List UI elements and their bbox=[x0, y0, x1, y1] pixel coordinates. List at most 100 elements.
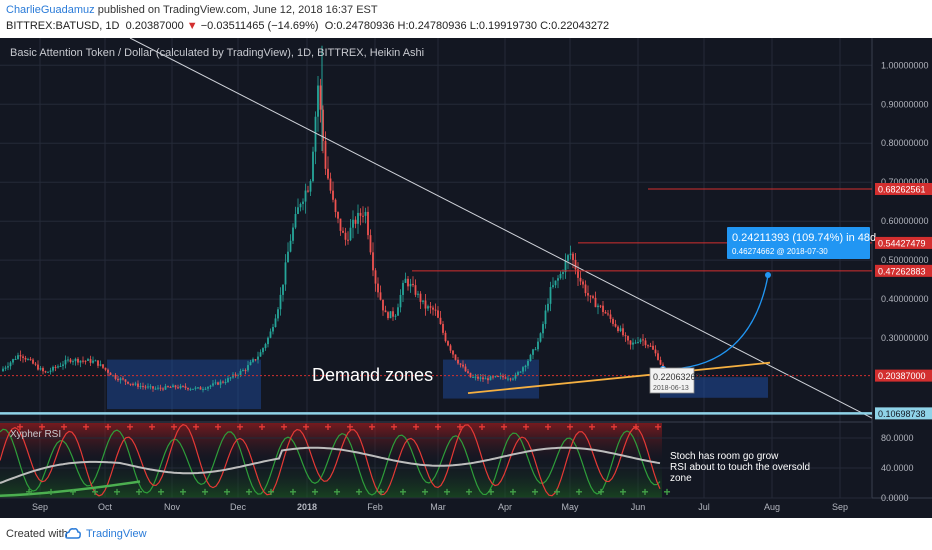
candle-body bbox=[574, 259, 577, 270]
candle-body bbox=[352, 219, 354, 228]
candle-body bbox=[114, 375, 117, 379]
candle-body bbox=[162, 388, 164, 390]
candle-body bbox=[369, 235, 372, 253]
publish-header: CharlieGuadamuz published on TradingView… bbox=[0, 0, 932, 38]
candle-body bbox=[389, 311, 392, 319]
candle-body bbox=[147, 386, 149, 388]
candle-body bbox=[494, 376, 497, 378]
tradingview-brand-link[interactable]: TradingView bbox=[86, 528, 147, 540]
candle-body bbox=[99, 364, 102, 366]
candle-body bbox=[619, 328, 622, 332]
y-tick-label: 0.90000000 bbox=[881, 99, 929, 109]
chart-title: Basic Attention Token / Dollar (calculat… bbox=[10, 47, 424, 59]
candle-body bbox=[469, 372, 472, 378]
overbought-cross-marker: + bbox=[214, 420, 221, 434]
candle-body bbox=[612, 318, 614, 324]
candle-body bbox=[534, 349, 537, 351]
ascending-support-line bbox=[467, 361, 771, 394]
candle-body bbox=[289, 240, 292, 252]
candle-body bbox=[319, 85, 322, 110]
candle-body bbox=[489, 376, 492, 381]
candle-body bbox=[269, 331, 272, 338]
overbought-cross-marker: + bbox=[478, 420, 485, 434]
candle-body bbox=[472, 376, 474, 378]
candle-body bbox=[642, 339, 644, 341]
candle-body bbox=[74, 358, 77, 362]
candle-body bbox=[572, 253, 574, 260]
candle-body bbox=[654, 349, 657, 354]
candle-body bbox=[249, 361, 252, 366]
candle-body bbox=[349, 227, 352, 241]
candle-body bbox=[537, 341, 539, 350]
candle-body bbox=[194, 387, 197, 389]
candle-body bbox=[427, 306, 429, 309]
candle-body bbox=[129, 383, 132, 385]
candle-body bbox=[517, 372, 519, 375]
overbought-cross-marker: + bbox=[236, 420, 243, 434]
candle-body bbox=[19, 355, 22, 357]
candle-body bbox=[617, 326, 619, 332]
overbought-cross-marker: + bbox=[544, 420, 551, 434]
overbought-cross-marker: + bbox=[280, 420, 287, 434]
y-tick-label: 0.40000000 bbox=[881, 294, 929, 304]
price-marker-date: 2018-06-13 bbox=[653, 385, 689, 392]
chart-area[interactable]: Sep Oct Nov Dec 2018 Feb Mar Apr May Jun Jul Aug Sep… bbox=[0, 38, 932, 518]
candle-body bbox=[484, 378, 487, 380]
candle-body bbox=[414, 285, 417, 295]
candle-body bbox=[477, 376, 479, 379]
candle-body bbox=[652, 345, 654, 350]
candle-body bbox=[177, 387, 179, 389]
x-tick-label: Jul bbox=[698, 502, 710, 512]
down-arrow-icon: ▼ bbox=[186, 20, 198, 32]
resistance-level-tag bbox=[875, 236, 932, 249]
candle-body bbox=[122, 378, 124, 380]
x-tick-label: Jun bbox=[631, 502, 646, 512]
candle-body bbox=[359, 212, 362, 216]
candle-body bbox=[474, 376, 477, 378]
author-link[interactable]: CharlieGuadamuz bbox=[6, 4, 95, 16]
candle-body bbox=[379, 292, 382, 300]
oversold-cross-marker: + bbox=[355, 485, 362, 499]
published-text: published on TradingView.com, June 12, 2… bbox=[97, 4, 378, 16]
overbought-cross-marker: + bbox=[170, 420, 177, 434]
candle-body bbox=[497, 376, 499, 378]
x-tick-label: May bbox=[561, 502, 579, 512]
oversold-cross-marker: + bbox=[25, 485, 32, 499]
oversold-cross-marker: + bbox=[311, 485, 318, 499]
candle-body bbox=[514, 374, 517, 379]
candle-body bbox=[407, 278, 409, 287]
candle-body bbox=[604, 311, 607, 314]
candle-body bbox=[649, 345, 652, 347]
x-tick-label: Sep bbox=[832, 502, 848, 512]
candle-body bbox=[647, 345, 649, 347]
overbought-cross-marker: + bbox=[500, 420, 507, 434]
candle-body bbox=[272, 327, 274, 332]
candle-body bbox=[657, 353, 659, 360]
candle-body bbox=[354, 219, 357, 224]
candle-body bbox=[429, 306, 432, 308]
candle-body bbox=[9, 362, 12, 367]
candle-body bbox=[132, 383, 134, 385]
candle-body bbox=[14, 358, 17, 360]
oversold-cross-marker: + bbox=[575, 485, 582, 499]
chart-svg[interactable]: Sep Oct Nov Dec 2018 Feb Mar Apr May Jun Jul Aug Sep… bbox=[0, 38, 932, 518]
candle-body bbox=[582, 281, 584, 285]
candle-body bbox=[297, 207, 299, 214]
overbought-cross-marker: + bbox=[82, 420, 89, 434]
oversold-cross-marker: + bbox=[179, 485, 186, 499]
candle-body bbox=[262, 348, 264, 353]
symbol-label: BITTREX:BATUSD, 1D bbox=[6, 20, 120, 32]
candle-body bbox=[464, 366, 467, 372]
candle-body bbox=[412, 283, 414, 286]
candle-body bbox=[59, 365, 62, 367]
stoch-k-line bbox=[0, 423, 661, 497]
publish-line: CharlieGuadamuz published on TradingView… bbox=[6, 4, 378, 16]
candle-body bbox=[467, 371, 469, 373]
candle-body bbox=[382, 299, 384, 311]
rsi-green-trend bbox=[0, 480, 141, 497]
open-value: O:0.24780936 bbox=[324, 20, 395, 32]
candle-body bbox=[204, 388, 207, 390]
candle-body bbox=[504, 377, 507, 379]
candle-body bbox=[174, 385, 177, 388]
support-level-label: 0.10698738 bbox=[878, 409, 926, 419]
